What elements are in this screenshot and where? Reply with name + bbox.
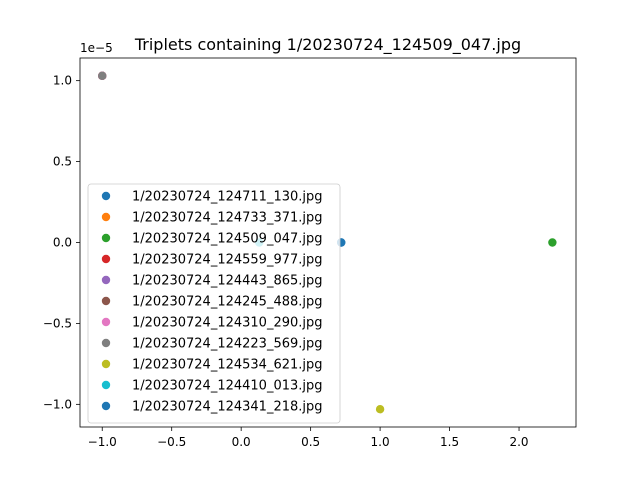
data-point (548, 238, 557, 247)
y-tick-label: −1.0 (43, 397, 72, 411)
legend-entry-label: 1/20230724_124711_130.jpg (132, 190, 323, 205)
y-tick-label: −0.5 (43, 316, 72, 330)
x-tick-label: −1.0 (88, 435, 117, 449)
legend-marker (101, 401, 111, 411)
legend-entry-label: 1/20230724_124245_488.jpg (132, 295, 323, 310)
legend-marker (101, 359, 111, 369)
legend-entry-label: 1/20230724_124223_569.jpg (132, 337, 323, 352)
y-tick-label: 0.5 (53, 155, 72, 169)
y-tick-label: 1.0 (53, 74, 72, 88)
legend: 1/20230724_124711_130.jpg 1/20230724_1247… (87, 183, 341, 424)
legend-entry-label: 1/20230724_124341_218.jpg (132, 400, 323, 415)
y-tick-label: 0.0 (53, 236, 72, 250)
legend-marker (101, 275, 111, 285)
legend-marker (101, 212, 111, 222)
y-offset-label: 1e−5 (80, 41, 113, 55)
legend-box (87, 183, 341, 424)
x-tick-label: 0.0 (232, 435, 251, 449)
data-point (375, 404, 385, 414)
legend-entry-label: 1/20230724_124733_371.jpg (132, 211, 323, 226)
legend-entry-label: 1/20230724_124410_013.jpg (132, 379, 323, 394)
legend-marker (101, 233, 111, 243)
legend-entry-label: 1/20230724_124559_977.jpg (132, 253, 323, 268)
x-tick-label: 1.0 (371, 435, 390, 449)
legend-entry-label: 1/20230724_124509_047.jpg (132, 232, 323, 247)
legend-entry-label: 1/20230724_124443_865.jpg (132, 274, 323, 289)
x-tick-label: 0.5 (301, 435, 320, 449)
x-tick-label: 2.0 (509, 435, 528, 449)
legend-marker (101, 254, 111, 264)
legend-marker (101, 380, 111, 390)
chart-title: Triplets containing 1/20230724_124509_04… (134, 35, 521, 55)
legend-entry-label: 1/20230724_124534_621.jpg (132, 358, 323, 373)
x-tick-label: 1.5 (440, 435, 459, 449)
legend-marker (101, 338, 111, 348)
axes: −1.0 −0.5 0.0 0.5 1.0 1.5 2.0 −1.0 −0.5 0.0 0.5 1.0 (43, 57, 577, 449)
x-tick-label: −0.5 (157, 435, 186, 449)
legend-entry-label: 1/20230724_124310_290.jpg (132, 316, 323, 331)
legend-marker (101, 317, 111, 327)
data-point (98, 71, 107, 81)
legend-marker (101, 296, 111, 306)
legend-marker (101, 191, 111, 201)
